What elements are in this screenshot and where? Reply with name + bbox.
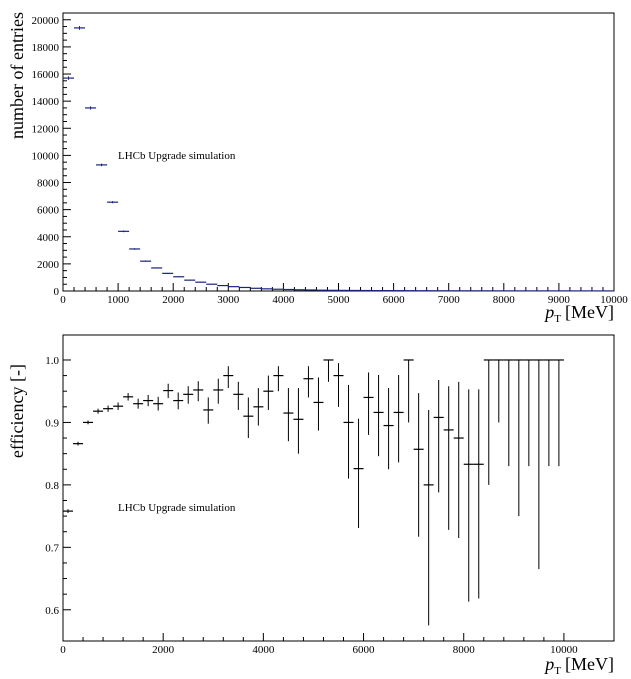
histogram-x-tick-label: 10000 <box>600 294 628 306</box>
histogram-y-tick-label: 2000 <box>37 259 60 271</box>
efficiency-y-tick-label: 1.0 <box>45 355 59 367</box>
histogram-x-tick-label: 6000 <box>383 294 406 306</box>
histogram-x-tick-label: 1000 <box>107 294 130 306</box>
histogram-x-axis-symbol: p <box>543 302 554 322</box>
efficiency-x-tick-label: 2000 <box>152 644 175 656</box>
histogram-x-tick-label: 8000 <box>493 294 516 306</box>
efficiency-x-tick-label: 4000 <box>252 644 275 656</box>
histogram-x-tick-label: 4000 <box>272 294 295 306</box>
efficiency-x-tick-label: 10000 <box>550 644 578 656</box>
histogram-panel: 0 1000 2000 3000 4000 5000 6000 7000 8000 9000 100… <box>7 12 628 325</box>
histogram-ticks: 0 1000 2000 3000 4000 5000 6000 7000 8000 9000 100… <box>32 15 629 306</box>
histogram-y-tick-label: 16000 <box>32 69 60 81</box>
histogram-y-tick-label: 0 <box>54 286 60 298</box>
efficiency-panel: 0 2000 4000 6000 8000 10000 0.6 0.7 0.8 0.9 1.0 LH… <box>7 334 615 677</box>
efficiency-points <box>63 359 564 626</box>
histogram-y-tick-label: 8000 <box>37 178 60 190</box>
histogram-y-axis-title: number of entries <box>7 12 27 139</box>
histogram-y-tick-label: 6000 <box>37 205 60 217</box>
histogram-x-tick-label: 7000 <box>438 294 461 306</box>
efficiency-x-axis-symbol: p <box>543 654 554 674</box>
efficiency-y-tick-label: 0.8 <box>45 480 59 492</box>
histogram-x-axis-title: pT [MeV] <box>543 302 614 325</box>
efficiency-annotation: LHCb Upgrade simulation <box>118 502 236 514</box>
efficiency-x-axis-unit: [MeV] <box>565 654 614 674</box>
histogram-annotation: LHCb Upgrade simulation <box>118 150 236 162</box>
efficiency-y-tick-label: 0.7 <box>45 542 59 554</box>
histogram-y-tick-label: 10000 <box>32 150 60 162</box>
efficiency-x-tick-label: 0 <box>60 644 66 656</box>
histogram-y-tick-label: 20000 <box>32 15 60 27</box>
histogram-y-tick-label: 12000 <box>32 123 60 135</box>
histogram-y-tick-label: 4000 <box>37 232 60 244</box>
efficiency-y-axis-title: efficiency [-] <box>7 364 27 458</box>
histogram-y-tick-label: 18000 <box>32 42 60 54</box>
efficiency-y-tick-label: 0.6 <box>45 605 59 617</box>
histogram-x-tick-label: 5000 <box>328 294 351 306</box>
histogram-x-tick-label: 0 <box>60 294 66 306</box>
histogram-x-tick-label: 9000 <box>548 294 571 306</box>
efficiency-x-tick-label: 8000 <box>453 644 476 656</box>
histogram-x-axis-subscript: T <box>554 313 561 325</box>
efficiency-x-tick-label: 6000 <box>353 644 376 656</box>
efficiency-frame <box>62 334 615 642</box>
histogram-y-tick-label: 14000 <box>32 96 60 108</box>
efficiency-x-axis-title: pT [MeV] <box>543 654 614 677</box>
histogram-x-tick-label: 3000 <box>217 294 240 306</box>
histogram-bars <box>63 26 614 292</box>
efficiency-y-tick-label: 0.9 <box>45 417 59 429</box>
efficiency-ticks: 0 2000 4000 6000 8000 10000 0.6 0.7 0.8 0.9 1.0 <box>45 355 578 656</box>
histogram-x-tick-label: 2000 <box>162 294 185 306</box>
histogram-x-axis-unit: [MeV] <box>565 302 614 322</box>
efficiency-x-axis-subscript: T <box>554 665 561 677</box>
